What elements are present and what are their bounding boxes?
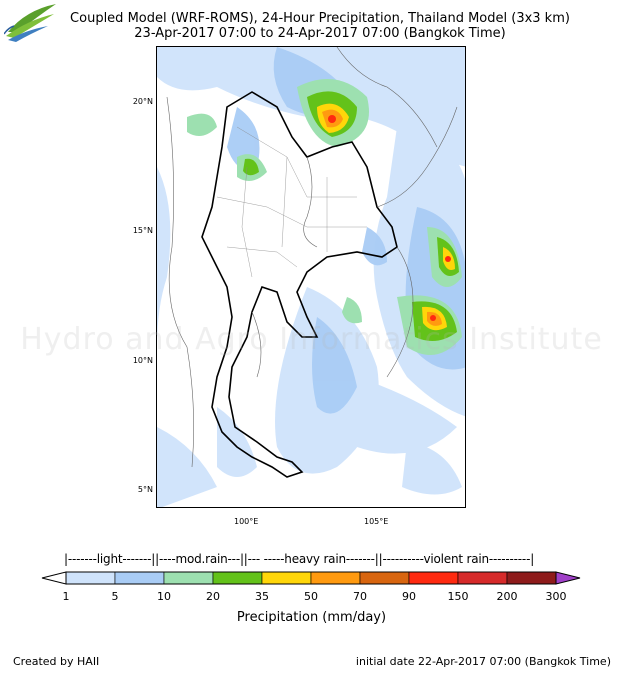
colorbar-tick-label: 1 (62, 590, 70, 603)
colorbar-segment (457, 571, 508, 585)
colorbar-segment (408, 571, 459, 585)
haii-logo (3, 2, 58, 46)
colorbar-segment (359, 571, 410, 585)
lat-label-20: 20°N (132, 97, 153, 106)
colorbar-tick-label: 50 (304, 590, 318, 603)
rain-category-row: |-------light-------||----mod.rain---||-… (64, 552, 535, 566)
chart-title: Coupled Model (WRF-ROMS), 24-Hour Precip… (70, 11, 570, 26)
colorbar-tick-label: 90 (402, 590, 416, 603)
colorbar-tick-label: 5 (111, 590, 119, 603)
chart-subtitle: 23-Apr-2017 07:00 to 24-Apr-2017 07:00 (… (134, 26, 506, 41)
lon-label-100: 100°E (234, 517, 259, 526)
colorbar-label: Precipitation (mm/day) (236, 610, 387, 625)
colorbar-segment (506, 571, 557, 585)
colorbar-tick-label: 10 (157, 590, 171, 603)
colorbar-under-arrow (41, 571, 67, 585)
colorbar-tick-label: 20 (206, 590, 220, 603)
colorbar-segment (65, 571, 116, 585)
watermark: Hydro and Agro Informatics Institute (20, 322, 603, 357)
colorbar-tick-label: 150 (447, 590, 469, 603)
colorbar-segment (310, 571, 361, 585)
colorbar-over-arrow (555, 571, 581, 585)
colorbar-segment (163, 571, 214, 585)
colorbar-segment (212, 571, 263, 585)
colorbar-tick-label: 70 (353, 590, 367, 603)
colorbar-segment (261, 571, 312, 585)
lat-label-10: 10°N (132, 356, 153, 365)
lat-label-5: 5°N (137, 485, 153, 494)
footer-credit: Created by HAII (13, 655, 100, 668)
lon-label-105: 105°E (364, 517, 389, 526)
precipitation-map (156, 46, 466, 508)
colorbar-tick-label: 35 (255, 590, 269, 603)
lat-label-15: 15°N (132, 226, 153, 235)
colorbar-segment (114, 571, 165, 585)
footer-initial-date: initial date 22-Apr-2017 07:00 (Bangkok … (355, 655, 611, 668)
colorbar-tick-label: 200 (496, 590, 518, 603)
colorbar (41, 571, 581, 585)
colorbar-tick-label: 300 (545, 590, 567, 603)
